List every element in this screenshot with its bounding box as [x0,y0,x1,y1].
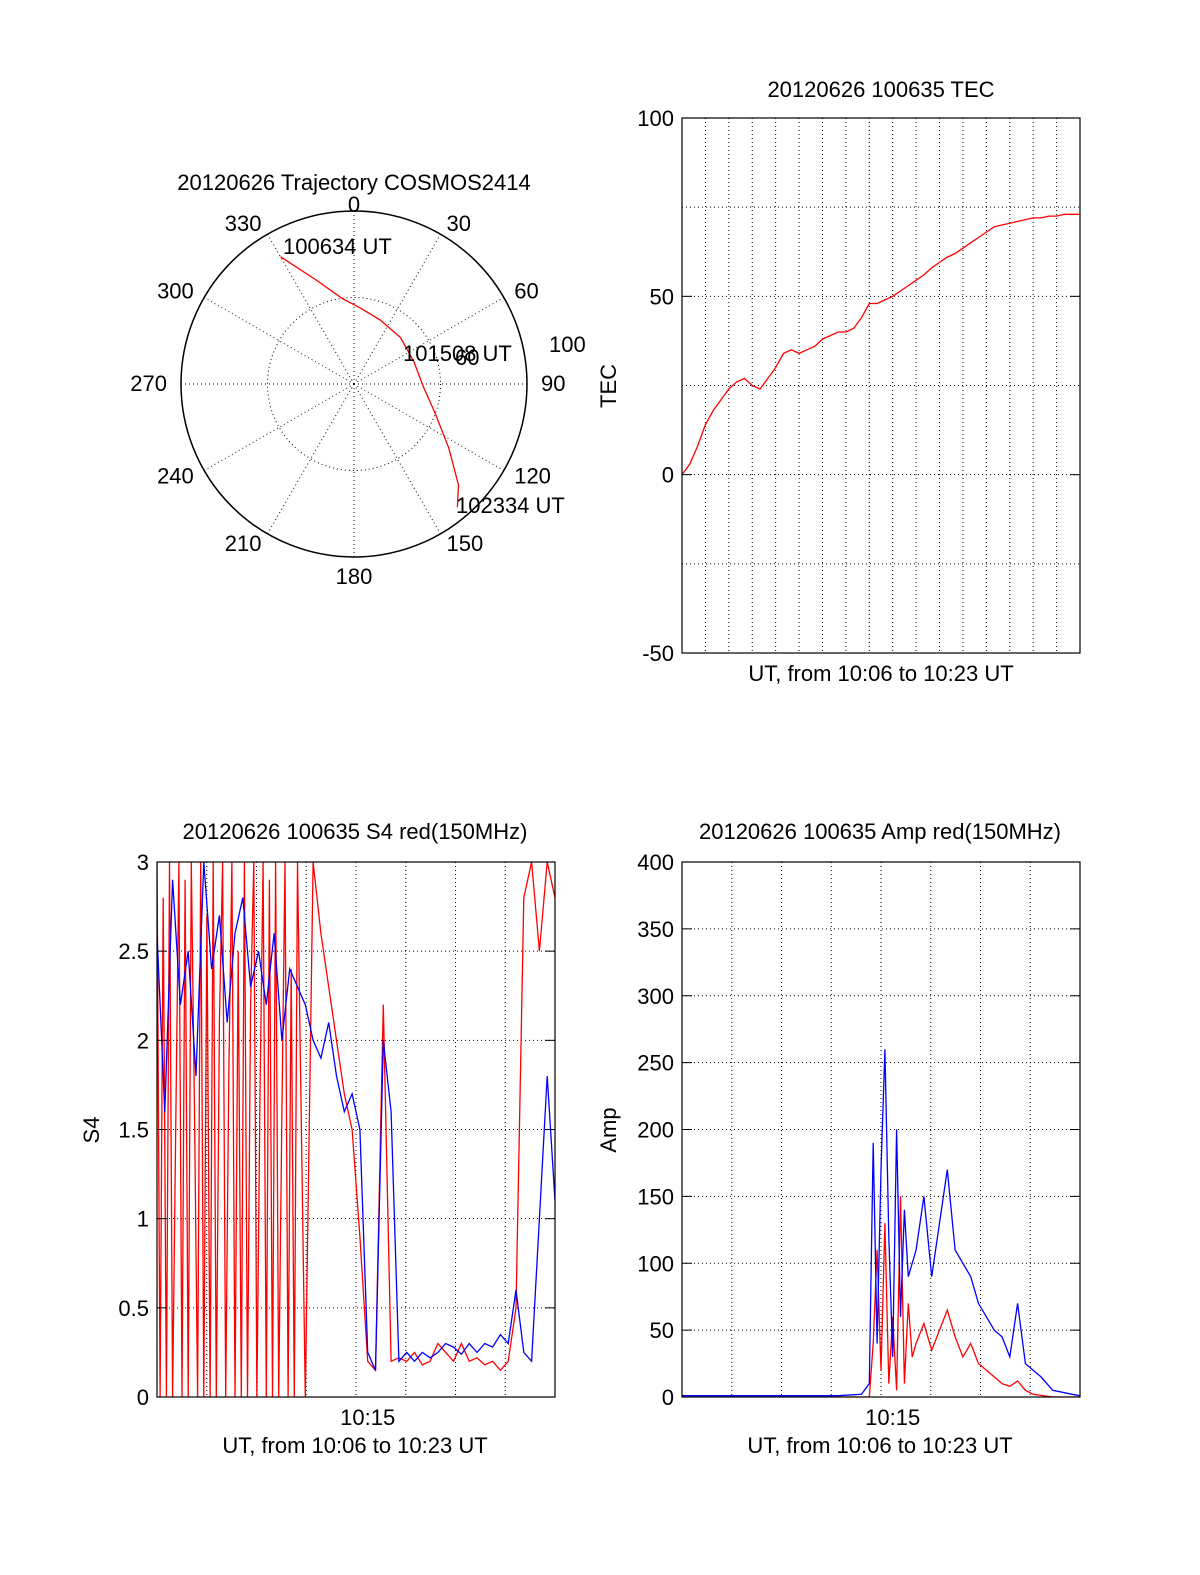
trajectory-series-line [280,256,460,508]
polar-angle-label: 90 [541,371,565,396]
polar-inner-circle [267,297,441,471]
amp-y-tick-label: 100 [637,1251,674,1276]
polar-angle-label: 150 [447,531,484,556]
tec-series-line-1 [682,213,1080,476]
s4-title: 20120626 100635 S4 red(150MHz) [183,819,528,844]
polar-angle-label: 270 [130,371,167,396]
polar-spoke [267,233,355,385]
amp-y-tick-label: 200 [637,1118,674,1143]
amp-x-axis-label: UT, from 10:06 to 10:23 UT [747,1433,1012,1458]
polar-spoke [353,383,505,471]
polar-spoke [353,297,505,385]
polar-angle-label: 330 [225,211,262,236]
polar-angle-label: 0 [348,192,360,217]
amp-title: 20120626 100635 Amp red(150MHz) [699,819,1061,844]
amp-series-line-2 [682,1049,1080,1397]
amp-x-tick-label: 10:15 [865,1405,920,1430]
s4-y-tick-label: 3 [137,850,149,875]
polar-spoke [353,233,441,385]
s4-series-line-1 [157,862,555,1397]
tec-title: 20120626 100635 TEC [767,77,994,102]
polar-angle-label: 120 [514,464,551,489]
s4-series-line-2 [157,862,555,1371]
s4-x-tick-label: 10:15 [340,1405,395,1430]
trajectory-polar-panel: 20120626 Trajectory COSMOS2414 0 30 60 90 12… [130,170,585,589]
amp-y-tick-label: 50 [650,1318,674,1343]
amp-y-tick-label: 0 [662,1385,674,1410]
polar-radial-label: 60 [455,345,479,370]
s4-y-tick-label: 1 [137,1207,149,1232]
tec-y-tick-label: -50 [642,641,674,666]
tec-x-axis-label: UT, from 10:06 to 10:23 UT [748,661,1013,686]
s4-y-tick-label: 0 [137,1385,149,1410]
polar-angle-label: 180 [336,564,373,589]
trajectory-start-annotation: 100634 UT [283,234,392,259]
amp-y-tick-label: 400 [637,850,674,875]
s4-y-tick-label: 2.5 [118,939,149,964]
polar-spoke [203,297,355,385]
s4-x-axis-label: UT, from 10:06 to 10:23 UT [222,1433,487,1458]
amp-panel: 20120626 100635 Amp red(150MHz) 0 50 100 15… [596,819,1081,1458]
tec-y-tick-label: 100 [637,106,674,131]
s4-y-tick-label: 1.5 [118,1118,149,1143]
polar-spoke [353,383,441,535]
polar-angle-label: 60 [514,279,538,304]
tec-plot-frame [681,117,1081,654]
polar-angle-label: 210 [225,531,262,556]
s4-y-tick-label: 0.5 [118,1296,149,1321]
polar-angle-label: 240 [157,464,194,489]
amp-series-line-1 [682,1196,1080,1397]
amp-y-tick-label: 250 [637,1051,674,1076]
trajectory-end-annotation: 102334 UT [456,493,565,518]
s4-y-tick-label: 2 [137,1028,149,1053]
amp-y-tick-label: 300 [637,984,674,1009]
tec-panel: 20120626 100635 TEC 100 50 0 -50 TEC UT, fr… [596,77,1081,686]
polar-angle-label: 30 [447,211,471,236]
polar-angle-label: 300 [157,279,194,304]
amp-y-tick-label: 350 [637,917,674,942]
amp-y-axis-label: Amp [596,1107,621,1152]
trajectory-title: 20120626 Trajectory COSMOS2414 [177,170,530,195]
polar-spoke [203,383,355,471]
tec-y-tick-label: 0 [662,463,674,488]
trajectory-mid-annotation: 101508 UT [403,341,512,366]
tec-y-tick-label: 50 [650,284,674,309]
amp-y-tick-label: 150 [637,1184,674,1209]
s4-panel: 20120626 100635 S4 red(150MHz) 0 0.5 1 1.5 2… [79,819,556,1458]
polar-radial-label: 100 [549,332,586,357]
tec-y-axis-label: TEC [596,364,621,408]
polar-spoke [267,383,355,535]
s4-y-axis-label: S4 [79,1117,104,1144]
